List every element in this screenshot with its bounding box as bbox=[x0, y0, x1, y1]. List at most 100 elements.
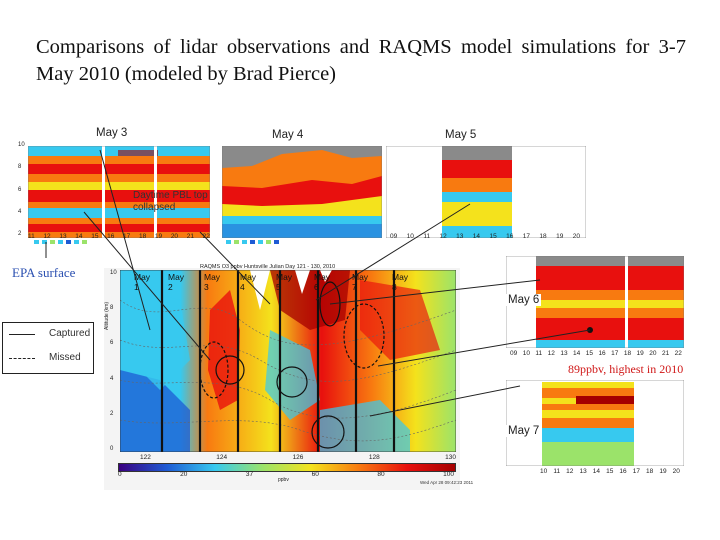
ytick: 6 bbox=[110, 340, 114, 347]
day-label: May 1 bbox=[134, 272, 151, 292]
captured-circle bbox=[215, 355, 245, 385]
xtick: 20 bbox=[572, 233, 580, 240]
xtick: 10 bbox=[522, 350, 530, 357]
model-curtain-plot bbox=[120, 270, 456, 452]
legend: Captured Missed bbox=[2, 322, 94, 374]
xtick: 11 bbox=[535, 350, 543, 357]
captured-circle bbox=[276, 366, 308, 398]
slide-title: Comparisons of lidar observations and RA… bbox=[36, 36, 686, 85]
cbtick: 60 bbox=[311, 471, 319, 478]
cbtick: 37 bbox=[245, 471, 254, 478]
xtick: 19 bbox=[154, 233, 163, 240]
xtick: 16 bbox=[598, 350, 606, 357]
may5-lidar-plot bbox=[386, 146, 586, 238]
xtick: 17 bbox=[632, 468, 640, 475]
may5-xaxis: 09 10 11 12 13 14 15 16 17 18 19 20 bbox=[390, 233, 580, 240]
panel-label-may5: May 5 bbox=[445, 129, 477, 141]
xtick: 14 bbox=[592, 468, 600, 475]
xtick: 128 bbox=[368, 454, 380, 461]
panel-label-may6: May 6 bbox=[506, 294, 542, 306]
panel-label-may4: May 4 bbox=[272, 129, 304, 141]
annotation-epa: EPA surface bbox=[12, 265, 76, 280]
model-xaxis: 122 124 126 128 130 bbox=[140, 454, 456, 461]
ytick: 10 bbox=[18, 142, 25, 148]
day-label: May 8 bbox=[392, 272, 409, 292]
xtick: 09 bbox=[510, 350, 518, 357]
legend-captured: Captured bbox=[49, 328, 91, 339]
xtick: 10 bbox=[406, 233, 414, 240]
xtick: 13 bbox=[579, 468, 587, 475]
xtick: 14 bbox=[573, 350, 581, 357]
model-yaxis: 10 8 6 4 2 0 bbox=[110, 270, 118, 452]
xtick: 19 bbox=[636, 350, 644, 357]
may3-yaxis: 10 8 6 4 2 bbox=[18, 142, 28, 237]
day-label: May 3 bbox=[204, 272, 221, 292]
xtick: 21 bbox=[661, 350, 670, 357]
xtick: 15 bbox=[91, 233, 99, 240]
xtick: 16 bbox=[107, 233, 115, 240]
annotation-pbl: Daytime PBL top collapsed bbox=[133, 190, 208, 213]
xtick: 09 bbox=[390, 233, 398, 240]
xtick: 11 bbox=[423, 233, 431, 240]
may3-xaxis: 11 12 13 14 15 16 17 18 19 20 21 22 bbox=[28, 233, 210, 240]
day-label: May 4 bbox=[240, 272, 257, 292]
ytick: 10 bbox=[110, 270, 117, 276]
colorbar-label: ppbv bbox=[278, 477, 289, 483]
xtick: 18 bbox=[539, 233, 547, 240]
day-label: May 5 bbox=[276, 272, 293, 292]
ytick: 4 bbox=[18, 208, 22, 215]
xtick: 15 bbox=[606, 468, 614, 475]
captured-circle bbox=[311, 415, 345, 449]
xtick: 18 bbox=[623, 350, 632, 357]
cbtick: 20 bbox=[180, 471, 188, 478]
ytick: 4 bbox=[110, 375, 114, 382]
xtick: 124 bbox=[216, 454, 228, 461]
may4-epa-squares bbox=[226, 240, 279, 244]
cbtick: 80 bbox=[377, 471, 385, 478]
xtick: 10 bbox=[540, 468, 548, 475]
xtick: 15 bbox=[489, 233, 497, 240]
xtick: 122 bbox=[140, 454, 151, 461]
may3-epa-squares bbox=[34, 240, 87, 244]
xtick: 17 bbox=[522, 233, 530, 240]
xtick: 17 bbox=[123, 233, 131, 240]
may4-lidar-plot bbox=[222, 146, 382, 238]
colorbar-ticks: 0 20 37 60 80 100 bbox=[118, 471, 454, 478]
legend-dashed-line bbox=[9, 358, 35, 359]
model-colorbar bbox=[118, 463, 456, 472]
xtick: 16 bbox=[506, 233, 514, 240]
day-label: May 2 bbox=[168, 272, 185, 292]
day-label: May 6 bbox=[314, 272, 331, 292]
legend-missed: Missed bbox=[49, 352, 81, 363]
xtick: 22 bbox=[674, 350, 682, 357]
xtick: 18 bbox=[138, 233, 147, 240]
xtick: 12 bbox=[43, 233, 51, 240]
legend-solid-line bbox=[9, 334, 35, 335]
xtick: 12 bbox=[547, 350, 555, 357]
xtick: 19 bbox=[659, 468, 667, 475]
may6-xaxis: 09 10 11 12 13 14 15 16 17 18 19 20 21 22 bbox=[510, 350, 682, 357]
xtick: 11 bbox=[28, 233, 35, 240]
xtick: 11 bbox=[553, 468, 561, 475]
xtick: 14 bbox=[75, 233, 83, 240]
xtick: 13 bbox=[560, 350, 568, 357]
xtick: 20 bbox=[170, 233, 179, 240]
xtick: 20 bbox=[672, 468, 680, 475]
xtick: 13 bbox=[59, 233, 67, 240]
xtick: 13 bbox=[456, 233, 464, 240]
may7-xaxis: 10 11 12 13 14 15 16 17 18 19 20 bbox=[540, 468, 680, 475]
panel-label-may3: May 3 bbox=[96, 127, 128, 139]
xtick: 16 bbox=[619, 468, 627, 475]
panel-label-may7: May 7 bbox=[506, 425, 542, 437]
xtick: 15 bbox=[585, 350, 593, 357]
cbtick: 0 bbox=[118, 471, 122, 478]
xtick: 130 bbox=[445, 454, 456, 461]
xtick: 19 bbox=[556, 233, 564, 240]
xtick: 18 bbox=[646, 468, 654, 475]
xtick: 14 bbox=[472, 233, 481, 240]
xtick: 20 bbox=[649, 350, 657, 357]
day-label: May 7 bbox=[352, 272, 369, 292]
may7-lidar-plot bbox=[506, 380, 684, 466]
ytick: 2 bbox=[110, 410, 114, 417]
xtick: 12 bbox=[439, 233, 447, 240]
